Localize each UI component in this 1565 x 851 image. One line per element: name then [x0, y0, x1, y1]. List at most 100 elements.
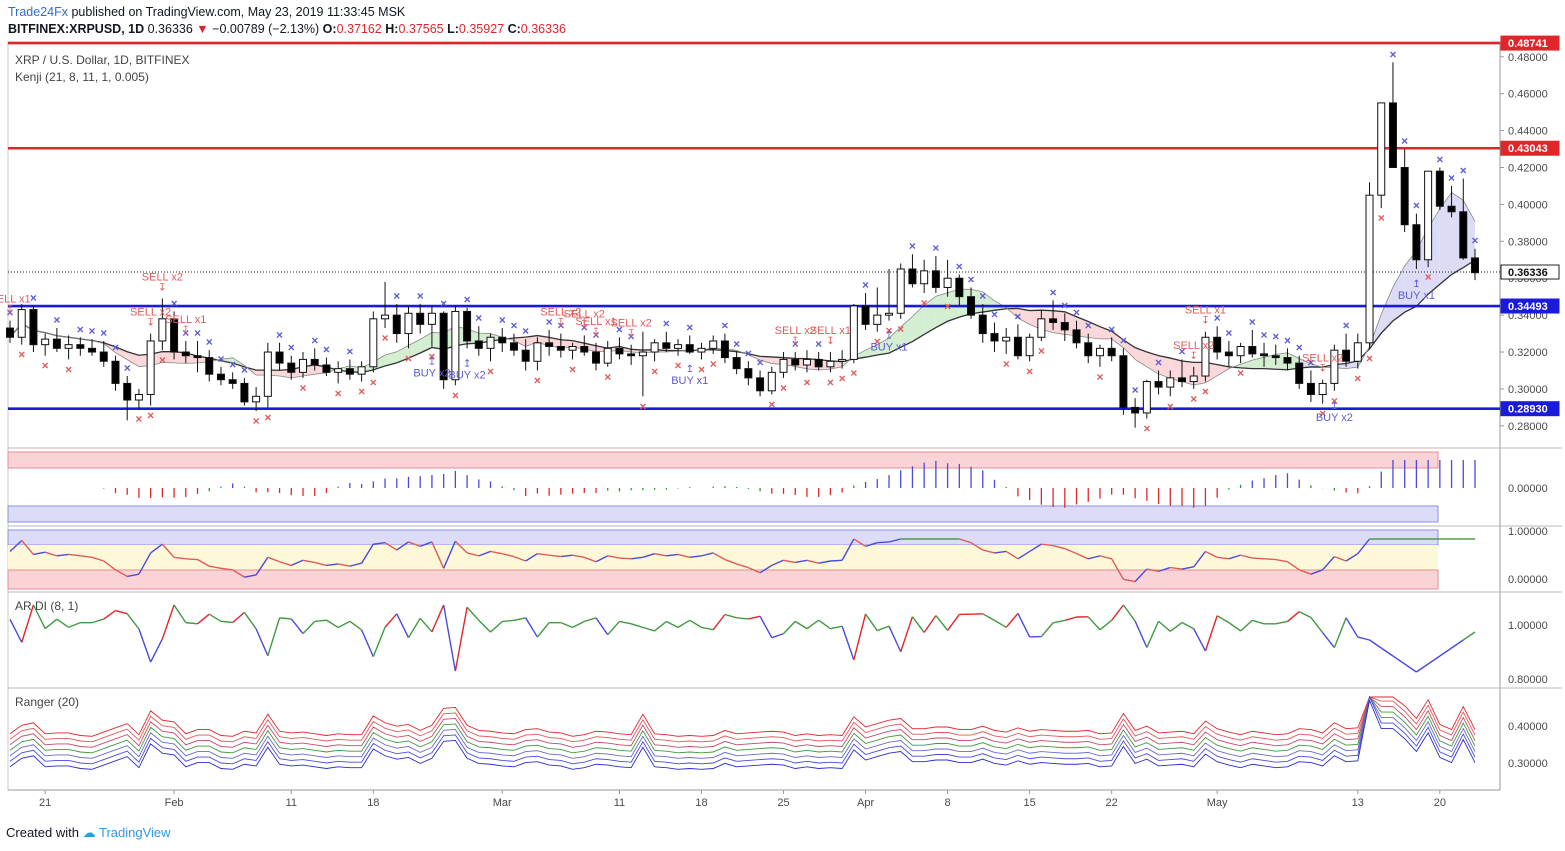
candle-body	[732, 357, 741, 370]
tdi-line-segment	[442, 540, 457, 569]
candle-body	[826, 360, 835, 368]
ardi-line-segment	[864, 613, 878, 632]
ardi-line-segment	[1392, 655, 1406, 665]
ardi-line-segment	[771, 632, 784, 639]
created-with-text: Created with	[6, 825, 79, 840]
ardi-line-segment	[853, 613, 867, 661]
tdi-tick-label: 1.00000	[1508, 526, 1548, 538]
close-value: 0.36336	[520, 22, 566, 36]
candle-body	[674, 344, 683, 349]
tdi-line-segment	[91, 556, 104, 562]
stop-cross: ×	[241, 363, 248, 377]
ardi-line-segment	[1322, 632, 1335, 649]
candle-body	[1330, 349, 1339, 384]
time-tick-label: Mar	[493, 797, 512, 809]
tdi-line-segment	[818, 560, 831, 564]
sell-signal-label: SELL x1	[575, 316, 616, 328]
candle-body	[6, 327, 14, 338]
candle-body	[568, 346, 577, 351]
ardi-line-segment	[701, 626, 714, 631]
level-price-label: 0.36336	[1508, 267, 1548, 279]
ardi-line-segment	[1204, 615, 1218, 652]
stop-cross: ×	[592, 328, 599, 342]
ardi-line-segment	[290, 618, 304, 635]
stop-cross: ×	[909, 239, 916, 253]
author-link[interactable]: Trade24Fx	[8, 5, 68, 19]
ardi-line-segment	[372, 626, 386, 657]
candle-body	[1072, 329, 1081, 344]
candle-body	[931, 270, 940, 288]
tdi-line-segment	[1088, 555, 1101, 560]
ardi-tick-label: 0.80000	[1508, 674, 1548, 686]
kenji-cloud-segment	[396, 345, 409, 363]
stop-cross: ×	[1225, 326, 1232, 340]
stop-cross: ×	[1167, 399, 1174, 413]
tdi-line-segment	[724, 558, 737, 565]
stop-cross: ×	[979, 289, 986, 303]
stop-cross: ×	[159, 353, 166, 367]
candle-body	[1060, 322, 1069, 331]
price-change: −0.00789 (−2.13%)	[212, 22, 320, 36]
ardi-line-segment	[466, 606, 480, 621]
candle-body	[1107, 347, 1116, 357]
sell-signal-label: SELL x2	[540, 307, 581, 319]
price-tick-label: 0.32000	[1508, 347, 1548, 359]
ardi-line-segment	[806, 619, 820, 630]
ardi-line-segment	[419, 617, 433, 633]
ardi-line-segment	[888, 625, 902, 653]
candle-body	[287, 362, 296, 373]
kenji-cloud-segment	[1252, 357, 1265, 369]
ardi-line-segment	[360, 629, 374, 657]
candle-body	[744, 368, 753, 379]
stop-cross: ×	[1073, 306, 1080, 320]
ranger-line	[9, 696, 1476, 748]
ardi-line-segment	[1064, 616, 1077, 622]
tdi-line-segment	[103, 560, 116, 571]
ardi-line-segment	[642, 626, 655, 632]
candle-body	[1342, 349, 1351, 362]
stop-cross: ×	[405, 351, 412, 365]
tdi-line-segment	[1263, 558, 1276, 561]
tdi-line-segment	[56, 553, 69, 557]
ardi-line-segment	[560, 621, 573, 629]
candle-body	[111, 360, 120, 384]
tdi-line-segment	[654, 552, 667, 557]
stop-cross: ×	[229, 357, 236, 371]
ardi-line-segment	[502, 619, 515, 623]
candle-body	[920, 270, 929, 285]
tdi-line-segment	[396, 541, 409, 551]
stop-cross: ×	[1296, 341, 1303, 355]
tradingview-link[interactable]: TradingView	[99, 825, 171, 840]
ardi-line-segment	[255, 628, 269, 657]
stop-cross: ×	[1214, 311, 1221, 325]
tdi-line-segment	[21, 540, 34, 555]
sell-arrow-icon: ↧	[592, 327, 600, 338]
candle-body	[1142, 381, 1151, 414]
stop-cross: ×	[147, 409, 154, 423]
tdi-line-segment	[161, 543, 175, 558]
kenji-cloud-segment	[127, 351, 139, 367]
stop-cross: ×	[1155, 355, 1162, 369]
price-tick-label: 0.30000	[1508, 384, 1548, 396]
candle-body	[978, 314, 987, 335]
stop-cross: ×	[65, 362, 72, 376]
tdi-line-segment	[232, 569, 245, 578]
ardi-line-segment	[982, 613, 995, 622]
sell-arrow-icon: ↧	[826, 336, 834, 347]
ardi-line-segment	[91, 618, 104, 624]
ardi-line-segment	[9, 618, 23, 643]
buy-arrow-icon: ↥	[428, 357, 436, 368]
candle-body	[381, 314, 390, 320]
publish-info: Trade24Fx published on TradingView.com, …	[8, 5, 405, 19]
stop-cross: ×	[382, 331, 389, 345]
candle-body	[814, 358, 823, 368]
stop-cross: ×	[1343, 319, 1350, 333]
tdi-line-segment	[361, 543, 374, 564]
time-tick-label: 11	[286, 797, 297, 809]
stop-cross: ×	[135, 412, 142, 426]
stop-cross: ×	[1050, 285, 1057, 299]
ardi-line-segment	[759, 615, 773, 639]
tdi-line-segment	[1298, 569, 1312, 575]
time-tick-label: 20	[1434, 797, 1446, 809]
